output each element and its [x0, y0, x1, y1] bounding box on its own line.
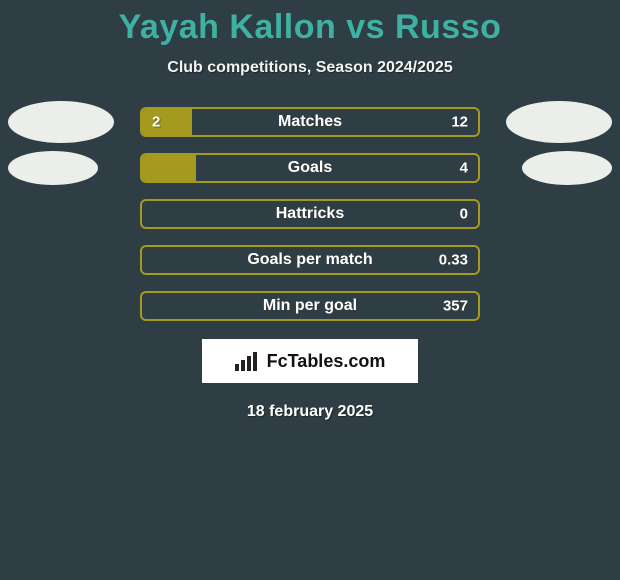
bar-track: 0Hattricks: [140, 199, 480, 229]
stat-label: Goals per match: [142, 251, 478, 269]
bar-track: 357Min per goal: [140, 291, 480, 321]
comparison-card: Yayah Kallon vs Russo Club competitions,…: [0, 0, 620, 421]
value-right: 4: [460, 160, 468, 177]
stat-label: Min per goal: [142, 297, 478, 315]
attribution-text: FcTables.com: [267, 351, 386, 372]
stat-row: 4Goals: [0, 153, 620, 183]
stat-row: 212Matches: [0, 107, 620, 137]
stat-label: Hattricks: [142, 205, 478, 223]
value-right: 0.33: [439, 252, 468, 269]
page-subtitle: Club competitions, Season 2024/2025: [167, 59, 452, 77]
attribution-badge: FcTables.com: [202, 339, 418, 383]
bar-chart-icon: [235, 351, 261, 371]
stat-row: 0.33Goals per match: [0, 245, 620, 275]
bar-track: 4Goals: [140, 153, 480, 183]
player-left-badge: [8, 151, 98, 185]
value-right: 357: [443, 298, 468, 315]
bar-track: 212Matches: [140, 107, 480, 137]
bar-left-fill: [142, 109, 192, 135]
chart-area: 212Matches 4Goals 0Hattricks 0.33Goals per …: [0, 107, 620, 321]
value-right: 12: [451, 114, 468, 131]
page-title: Yayah Kallon vs Russo: [119, 8, 502, 47]
value-right: 0: [460, 206, 468, 223]
stat-label: Matches: [142, 113, 478, 131]
bar-track: 0.33Goals per match: [140, 245, 480, 275]
bar-left-fill: [142, 155, 196, 181]
page-date: 18 february 2025: [247, 403, 373, 421]
player-left-badge: [8, 101, 114, 143]
stat-row: 0Hattricks: [0, 199, 620, 229]
stat-row: 357Min per goal: [0, 291, 620, 321]
player-right-badge: [522, 151, 612, 185]
player-right-badge: [506, 101, 612, 143]
